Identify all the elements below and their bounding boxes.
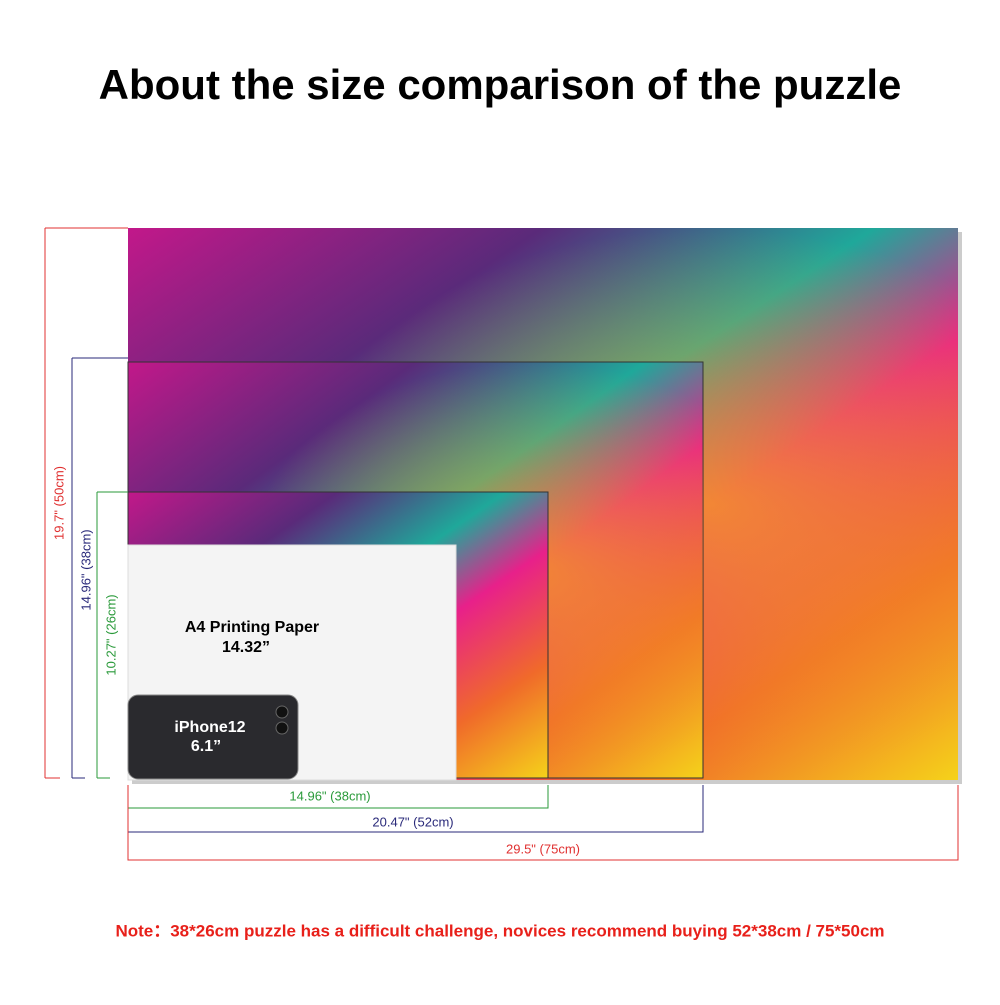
width-label: 14.96" (38cm) xyxy=(289,788,370,803)
paper-label: A4 Printing Paper xyxy=(185,619,319,636)
phone-label: iPhone12 xyxy=(174,719,245,736)
dim-line xyxy=(71,357,128,779)
height-label: 10.27" (26cm) xyxy=(103,594,118,675)
paper-size: 14.32” xyxy=(222,639,270,656)
dim-line xyxy=(44,227,128,779)
note: Note：38*26cm puzzle has a difficult chal… xyxy=(115,921,884,940)
phone-size: 6.1” xyxy=(191,738,221,755)
camera xyxy=(275,705,289,719)
width-label: 29.5" (75cm) xyxy=(506,841,580,856)
phone xyxy=(127,694,299,780)
dim-line xyxy=(127,785,959,861)
width-label: 20.47" (52cm) xyxy=(372,814,453,829)
title: About the size comparison of the puzzle xyxy=(99,61,902,108)
height-label: 14.96" (38cm) xyxy=(78,529,93,610)
camera xyxy=(275,721,289,735)
dim-line xyxy=(96,491,128,779)
height-label: 19.7" (50cm) xyxy=(51,466,66,540)
